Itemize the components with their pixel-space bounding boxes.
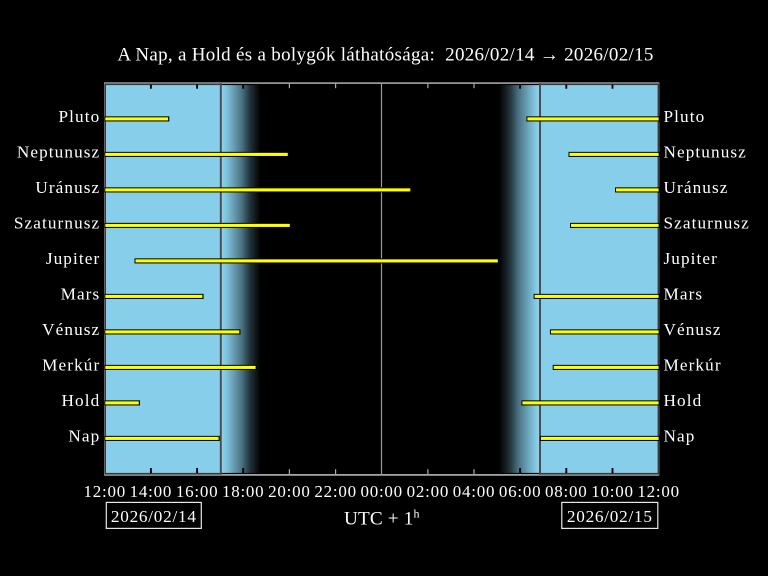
- svg-text:12:00: 12:00: [637, 482, 679, 501]
- svg-text:20:00: 20:00: [268, 482, 310, 501]
- svg-text:Nap: Nap: [664, 427, 696, 446]
- svg-text:Szaturnusz: Szaturnusz: [664, 214, 750, 233]
- svg-text:A Nap, a Hold és a bolygók lát: A Nap, a Hold és a bolygók láthatósága: …: [117, 45, 653, 66]
- svg-text:2026/02/15: 2026/02/15: [567, 507, 653, 526]
- svg-text:Vénusz: Vénusz: [664, 320, 722, 339]
- svg-text:Mars: Mars: [664, 285, 704, 304]
- svg-text:Mars: Mars: [61, 285, 101, 304]
- svg-text:04:00: 04:00: [453, 482, 495, 501]
- svg-text:00:00: 00:00: [360, 482, 402, 501]
- svg-text:Uránusz: Uránusz: [664, 178, 729, 197]
- svg-text:Szaturnusz: Szaturnusz: [14, 214, 100, 233]
- svg-text:Jupiter: Jupiter: [46, 249, 100, 268]
- svg-text:Uránusz: Uránusz: [35, 178, 100, 197]
- svg-text:Jupiter: Jupiter: [664, 249, 718, 268]
- svg-text:Merkúr: Merkúr: [664, 356, 722, 375]
- svg-text:Hold: Hold: [62, 391, 101, 410]
- svg-text:UTC + 1h: UTC + 1h: [344, 507, 420, 530]
- svg-text:16:00: 16:00: [176, 482, 218, 501]
- svg-text:2026/02/14: 2026/02/14: [111, 507, 197, 526]
- svg-text:02:00: 02:00: [407, 482, 449, 501]
- svg-text:Hold: Hold: [664, 391, 703, 410]
- svg-text:Neptunusz: Neptunusz: [664, 143, 747, 162]
- svg-text:10:00: 10:00: [591, 482, 633, 501]
- svg-text:22:00: 22:00: [314, 482, 356, 501]
- svg-text:Pluto: Pluto: [59, 107, 101, 126]
- svg-text:18:00: 18:00: [222, 482, 264, 501]
- svg-text:Neptunusz: Neptunusz: [17, 143, 100, 162]
- svg-text:Pluto: Pluto: [664, 107, 706, 126]
- svg-text:12:00: 12:00: [84, 482, 126, 501]
- svg-text:06:00: 06:00: [499, 482, 541, 501]
- svg-text:14:00: 14:00: [130, 482, 172, 501]
- svg-text:Nap: Nap: [68, 427, 100, 446]
- svg-text:08:00: 08:00: [545, 482, 587, 501]
- svg-text:Vénusz: Vénusz: [42, 320, 100, 339]
- svg-text:Merkúr: Merkúr: [42, 356, 100, 375]
